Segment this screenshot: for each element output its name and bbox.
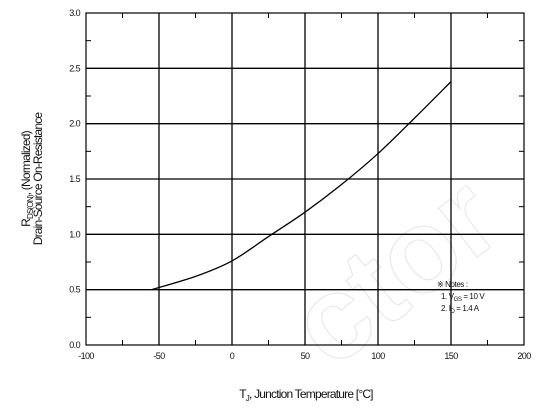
notes-line-1: 1. VGS = 10 V [441, 292, 485, 303]
x-tick-label: 50 [301, 351, 310, 361]
grid-lines [86, 13, 524, 345]
notes-annotation: ※ Notes : 1. VGS = 10 V 2. ID = 1.4 A [437, 280, 486, 315]
y-tick-label: 0.5 [69, 285, 80, 295]
x-tick-label: 100 [371, 351, 385, 361]
minor-ticks [86, 13, 524, 345]
y-tick-label: 1.5 [69, 174, 80, 184]
x-axis-label: TJ, Junction Temperature [°C] [239, 387, 373, 403]
x-tick-label: -100 [78, 351, 94, 361]
x-tick-label: 0 [230, 351, 235, 361]
x-tick-label: 150 [444, 351, 458, 361]
y-tick-label: 2.0 [69, 119, 80, 129]
y-tick-label: 1.0 [69, 229, 80, 239]
notes-title: ※ Notes : [437, 280, 468, 289]
y-axis-label-line2: Drain-Source On-Resistance [31, 112, 45, 246]
plot-frame [85, 12, 525, 346]
x-tick-labels: -100 -50 0 50 100 150 200 [78, 351, 532, 361]
x-tick-label: -50 [153, 351, 165, 361]
notes-line-2: 2. ID = 1.4 A [441, 304, 480, 315]
series-layer [151, 81, 452, 291]
x-tick-label: 200 [517, 351, 531, 361]
y-axis-label-line1: RDS(ON), (Normalized) [19, 130, 35, 226]
y-tick-label: 0.0 [69, 340, 80, 350]
y-tick-label: 3.0 [69, 8, 80, 18]
y-tick-label: 2.5 [69, 63, 80, 73]
y-tick-labels: 0.0 0.5 1.0 1.5 2.0 2.5 3.0 [69, 8, 81, 350]
series-line [151, 81, 452, 291]
y-axis-label: RDS(ON), (Normalized) Drain-Source On-Re… [19, 112, 45, 246]
